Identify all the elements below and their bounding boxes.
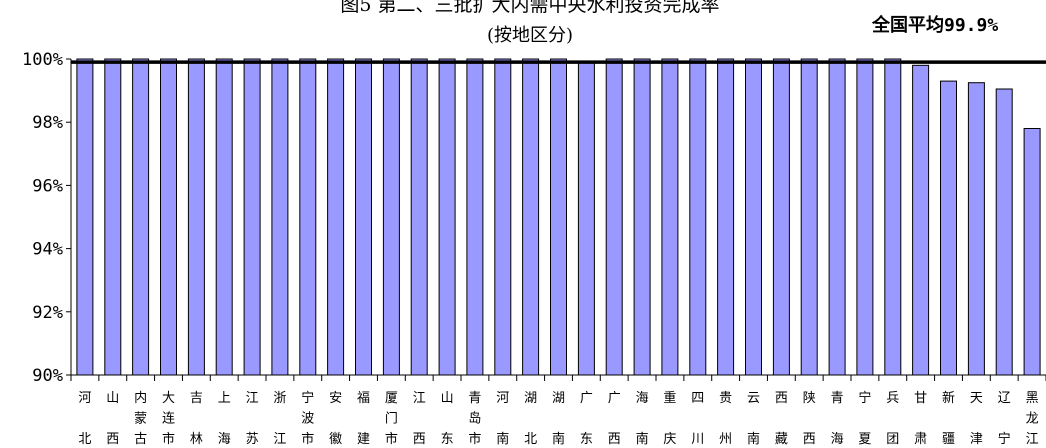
x-category-label: 上海 xyxy=(218,391,231,447)
y-tick-label: 100% xyxy=(22,50,63,70)
x-category-label: 宁夏 xyxy=(858,390,871,447)
x-category-label: 辽宁 xyxy=(998,391,1011,447)
bar xyxy=(132,58,150,376)
bar xyxy=(884,58,902,376)
bar xyxy=(271,58,289,376)
bar xyxy=(104,58,122,376)
x-category-label: 厦门市 xyxy=(385,391,398,447)
x-category-label: 内蒙古 xyxy=(134,390,147,447)
x-category-label: 西藏 xyxy=(775,391,788,447)
x-category-label: 重庆 xyxy=(663,390,676,447)
bar xyxy=(550,58,567,376)
bar xyxy=(967,82,985,376)
bar xyxy=(466,58,484,376)
bar xyxy=(633,58,651,376)
x-category-label: 河北 xyxy=(78,391,91,447)
x-category-label: 安徽 xyxy=(329,391,342,447)
y-tick-label: 94% xyxy=(32,240,63,260)
bar xyxy=(800,58,818,376)
x-category-label: 黑龙江 xyxy=(1026,391,1039,447)
bar xyxy=(1023,128,1041,376)
x-category-label: 江苏 xyxy=(246,391,259,447)
x-category-label: 云南 xyxy=(747,391,760,447)
chart-subtitle: (按地区分) xyxy=(486,25,574,46)
bar xyxy=(76,58,94,376)
bar xyxy=(215,58,233,376)
x-category-label: 兵团 xyxy=(886,391,899,447)
x-category-label: 福建 xyxy=(357,391,370,447)
bar xyxy=(940,80,957,376)
x-category-label: 天津 xyxy=(970,391,983,447)
x-category-label: 海南 xyxy=(636,391,649,447)
bar xyxy=(856,58,874,376)
bar xyxy=(522,58,540,376)
x-category-label: 广西 xyxy=(608,391,621,447)
x-category-label: 贵州 xyxy=(719,391,732,447)
bar xyxy=(327,58,345,376)
y-tick-label: 92% xyxy=(32,303,63,323)
bar xyxy=(717,58,735,376)
bar xyxy=(355,58,372,376)
x-category-label: 新疆 xyxy=(942,390,955,447)
x-category-label: 大连市 xyxy=(162,391,175,447)
bar xyxy=(577,61,595,376)
x-category-label: 河南 xyxy=(496,391,509,447)
x-category-label: 广东 xyxy=(580,391,593,447)
x-category-label: 湖北 xyxy=(524,391,537,447)
bar xyxy=(382,58,400,376)
y-tick-label: 96% xyxy=(32,176,63,196)
x-category-label: 吉林 xyxy=(190,391,203,447)
bar xyxy=(828,58,846,376)
bar xyxy=(745,58,762,376)
bar xyxy=(299,58,317,376)
x-category-label: 四川 xyxy=(691,391,704,447)
chart-title: 图5 第二、三批扩大内需中央水利投资完成率 xyxy=(340,0,720,16)
x-category-label: 江西 xyxy=(413,391,426,447)
bar xyxy=(772,58,790,376)
x-category-label: 陕西 xyxy=(803,391,816,447)
bar xyxy=(912,64,930,376)
bar xyxy=(243,58,261,376)
average-reference-label: 全国平均99.9% xyxy=(872,15,999,36)
x-category-label: 青岛市 xyxy=(468,391,481,447)
y-tick-label: 98% xyxy=(32,113,63,133)
x-category-label: 湖南 xyxy=(552,391,565,447)
bar xyxy=(661,58,679,376)
bar xyxy=(187,58,205,376)
y-tick-label: 90% xyxy=(32,366,63,386)
x-category-label: 青海 xyxy=(831,391,844,447)
bar xyxy=(689,58,707,376)
bar xyxy=(494,58,512,376)
bar xyxy=(160,58,177,376)
bar xyxy=(605,58,623,376)
x-category-label: 山西 xyxy=(106,391,119,447)
bar xyxy=(995,88,1013,376)
x-category-label: 宁波市 xyxy=(301,390,314,447)
x-category-label: 山东 xyxy=(441,391,454,447)
bar xyxy=(410,58,428,376)
x-category-label: 浙江 xyxy=(273,391,286,447)
x-category-label: 甘肃 xyxy=(914,391,927,447)
bar xyxy=(438,58,456,376)
